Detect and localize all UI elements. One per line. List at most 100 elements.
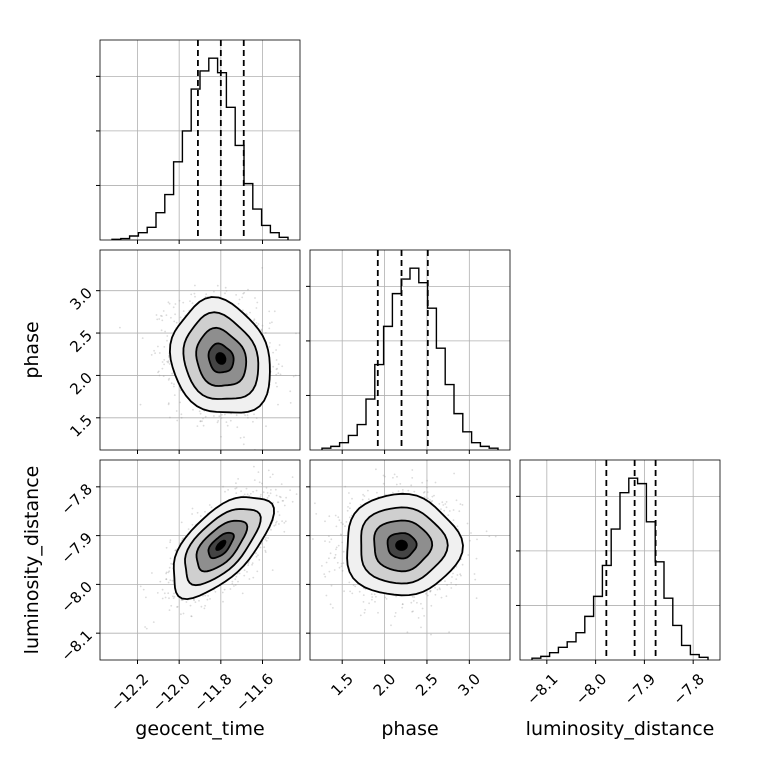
sample-point [338,566,341,569]
sample-point [268,494,270,497]
sample-point [470,532,472,534]
sample-point [275,349,277,351]
y-tick-label: 2.5 [66,326,96,356]
sample-point [452,519,455,522]
sample-point [375,595,377,598]
sample-point [182,537,185,540]
sample-point [226,424,229,427]
sample-point [144,626,147,628]
sample-point [272,365,275,368]
sample-point [255,322,258,324]
sample-point [343,590,345,593]
sample-point [359,614,362,617]
y-tick-label: −7.8 [58,480,96,518]
sample-point [332,607,334,609]
sample-point [190,293,193,296]
sample-point [213,415,215,417]
sample-point [180,521,183,524]
sample-point [223,588,226,591]
sample-point [260,328,263,331]
sample-point [264,332,267,334]
sample-point [294,374,297,377]
sample-point [362,493,364,496]
sample-point [158,374,161,377]
sample-point [209,598,211,600]
sample-point [174,303,177,305]
sample-point [172,595,174,598]
sample-point [450,587,453,589]
sample-point [459,503,462,505]
sample-point [231,583,234,585]
sample-point [401,603,404,605]
sample-point [145,627,148,630]
sample-point [440,508,442,510]
sample-point [216,421,219,424]
sample-point [235,575,238,578]
sample-point [264,538,267,541]
sample-point [191,513,194,515]
sample-point [461,504,464,506]
sample-point [279,373,282,376]
sample-point [244,414,247,417]
sample-point [460,574,462,577]
sample-point [142,588,145,591]
sample-point [265,537,267,539]
sample-point [234,584,237,586]
sample-point [153,349,156,352]
sample-point [179,316,182,319]
sample-point [265,486,268,489]
sample-point [259,495,262,498]
sample-point [270,489,272,491]
sample-point [255,307,258,309]
sample-point [165,578,168,581]
x-tick-label: −11.8 [190,670,235,715]
sample-point [292,375,295,378]
sample-point [324,540,326,542]
sample-point [426,479,428,482]
sample-point [272,351,274,354]
sample-point [312,538,314,540]
sample-point [390,624,392,627]
density-peak [215,539,227,551]
sample-point [277,510,279,513]
axes-frame [519,459,721,661]
sample-point [269,476,272,478]
sample-point [289,390,292,393]
sample-point [210,506,213,509]
sample-point [348,492,350,494]
sample-point [180,416,183,419]
sample-point [341,541,344,544]
sample-point [159,580,162,583]
sample-point [214,590,217,593]
sample-point [231,580,234,583]
sample-point [422,491,425,494]
sample-point [264,551,267,553]
sample-point [217,420,220,422]
sample-point [349,502,351,505]
sample-point [438,587,441,590]
sample-point [164,330,167,333]
sample-point [163,363,166,366]
sample-point [297,582,299,584]
sample-point [170,604,173,607]
sample-point [441,501,444,504]
sample-point [370,593,373,595]
sample-point [189,300,191,302]
sample-point [157,371,159,374]
sample-point [167,581,170,584]
sample-point [237,478,240,480]
sample-point [271,473,274,476]
sample-point [167,402,170,405]
sample-point [423,491,426,493]
sample-point [161,597,164,600]
sample-point [260,493,262,496]
sample-point [459,573,462,576]
sample-point [181,470,183,472]
sample-point [154,352,157,355]
axes-frame [99,249,301,451]
sample-point [190,615,193,617]
sample-point [241,592,244,595]
sample-point [342,523,344,525]
sample-point [213,290,215,293]
